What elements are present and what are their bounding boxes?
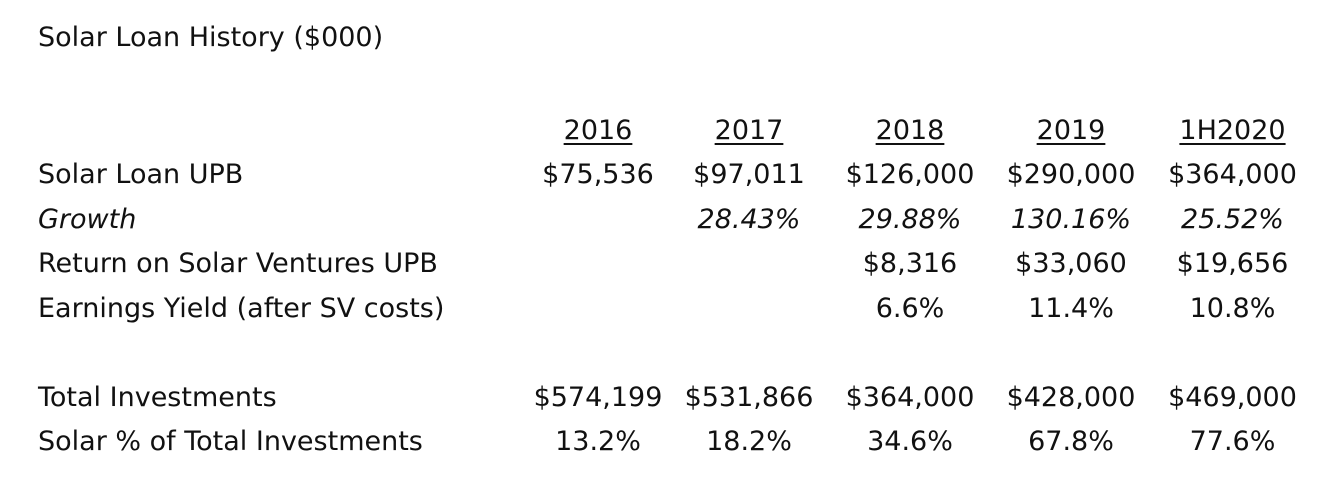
table-cell: $126,000 — [845, 159, 975, 191]
table-cell: 130.16% — [1010, 203, 1132, 235]
table-cell: 29.88% — [858, 203, 962, 235]
row-label-solar-loan-upb: Solar Loan UPB — [38, 159, 244, 191]
table-cell: $364,000 — [1168, 159, 1297, 191]
table-cell — [990, 331, 1152, 376]
table-cell: 28.43% — [697, 203, 801, 235]
table-cell: $428,000 — [1006, 381, 1136, 413]
row-label-return-on-solar-ventures: Return on Solar Ventures UPB — [38, 248, 438, 280]
table-cell: 18.2% — [706, 426, 792, 458]
table-cell — [668, 331, 830, 376]
row-label-earnings-yield: Earnings Yield (after SV costs) — [38, 292, 445, 324]
table-cell: $19,656 — [1176, 248, 1289, 280]
table-cell: 67.8% — [1028, 426, 1114, 458]
row-label-growth: Growth — [38, 203, 137, 235]
table-cell — [528, 331, 668, 376]
table-cell: 13.2% — [555, 426, 641, 458]
table-cell: $75,536 — [542, 159, 654, 191]
table-cell: 25.52% — [1181, 203, 1284, 235]
table-cell: 77.6% — [1189, 426, 1276, 458]
column-header-2018: 2018 — [875, 114, 945, 146]
table-cell: $574,199 — [533, 381, 663, 413]
table-cell: $97,011 — [693, 159, 805, 191]
table-cell: $531,866 — [684, 381, 814, 413]
table-title: Solar Loan History ($000) — [38, 22, 384, 53]
column-header-2016: 2016 — [563, 114, 633, 146]
row-label-solar-pct-total-investments: Solar % of Total Investments — [38, 426, 423, 458]
table-cell — [1152, 331, 1313, 376]
table-cell: $364,000 — [845, 381, 975, 413]
table-cell — [528, 197, 668, 242]
header-blank — [38, 108, 528, 153]
table-cell: 6.6% — [875, 292, 945, 324]
column-header-2017: 2017 — [714, 114, 784, 146]
table-cell — [668, 242, 830, 287]
table-cell — [830, 331, 990, 376]
row-label-total-investments: Total Investments — [38, 381, 277, 413]
table-cell: $469,000 — [1168, 381, 1297, 413]
table-cell: $33,060 — [1015, 248, 1127, 280]
table-cell — [528, 286, 668, 331]
table-cell: 34.6% — [867, 426, 953, 458]
table-cell: $290,000 — [1006, 159, 1136, 191]
spacer-row — [38, 331, 528, 376]
table-cell — [668, 286, 830, 331]
table-cell — [528, 242, 668, 287]
column-header-2019: 2019 — [1036, 114, 1106, 146]
column-header-1h2020: 1H2020 — [1179, 114, 1286, 146]
table-cell: 11.4% — [1028, 292, 1114, 324]
solar-loan-table: 2016 2017 2018 2019 1H2020 Solar Loan UP… — [38, 108, 1313, 464]
table-cell: 10.8% — [1189, 292, 1276, 324]
table-cell: $8,316 — [862, 248, 958, 280]
